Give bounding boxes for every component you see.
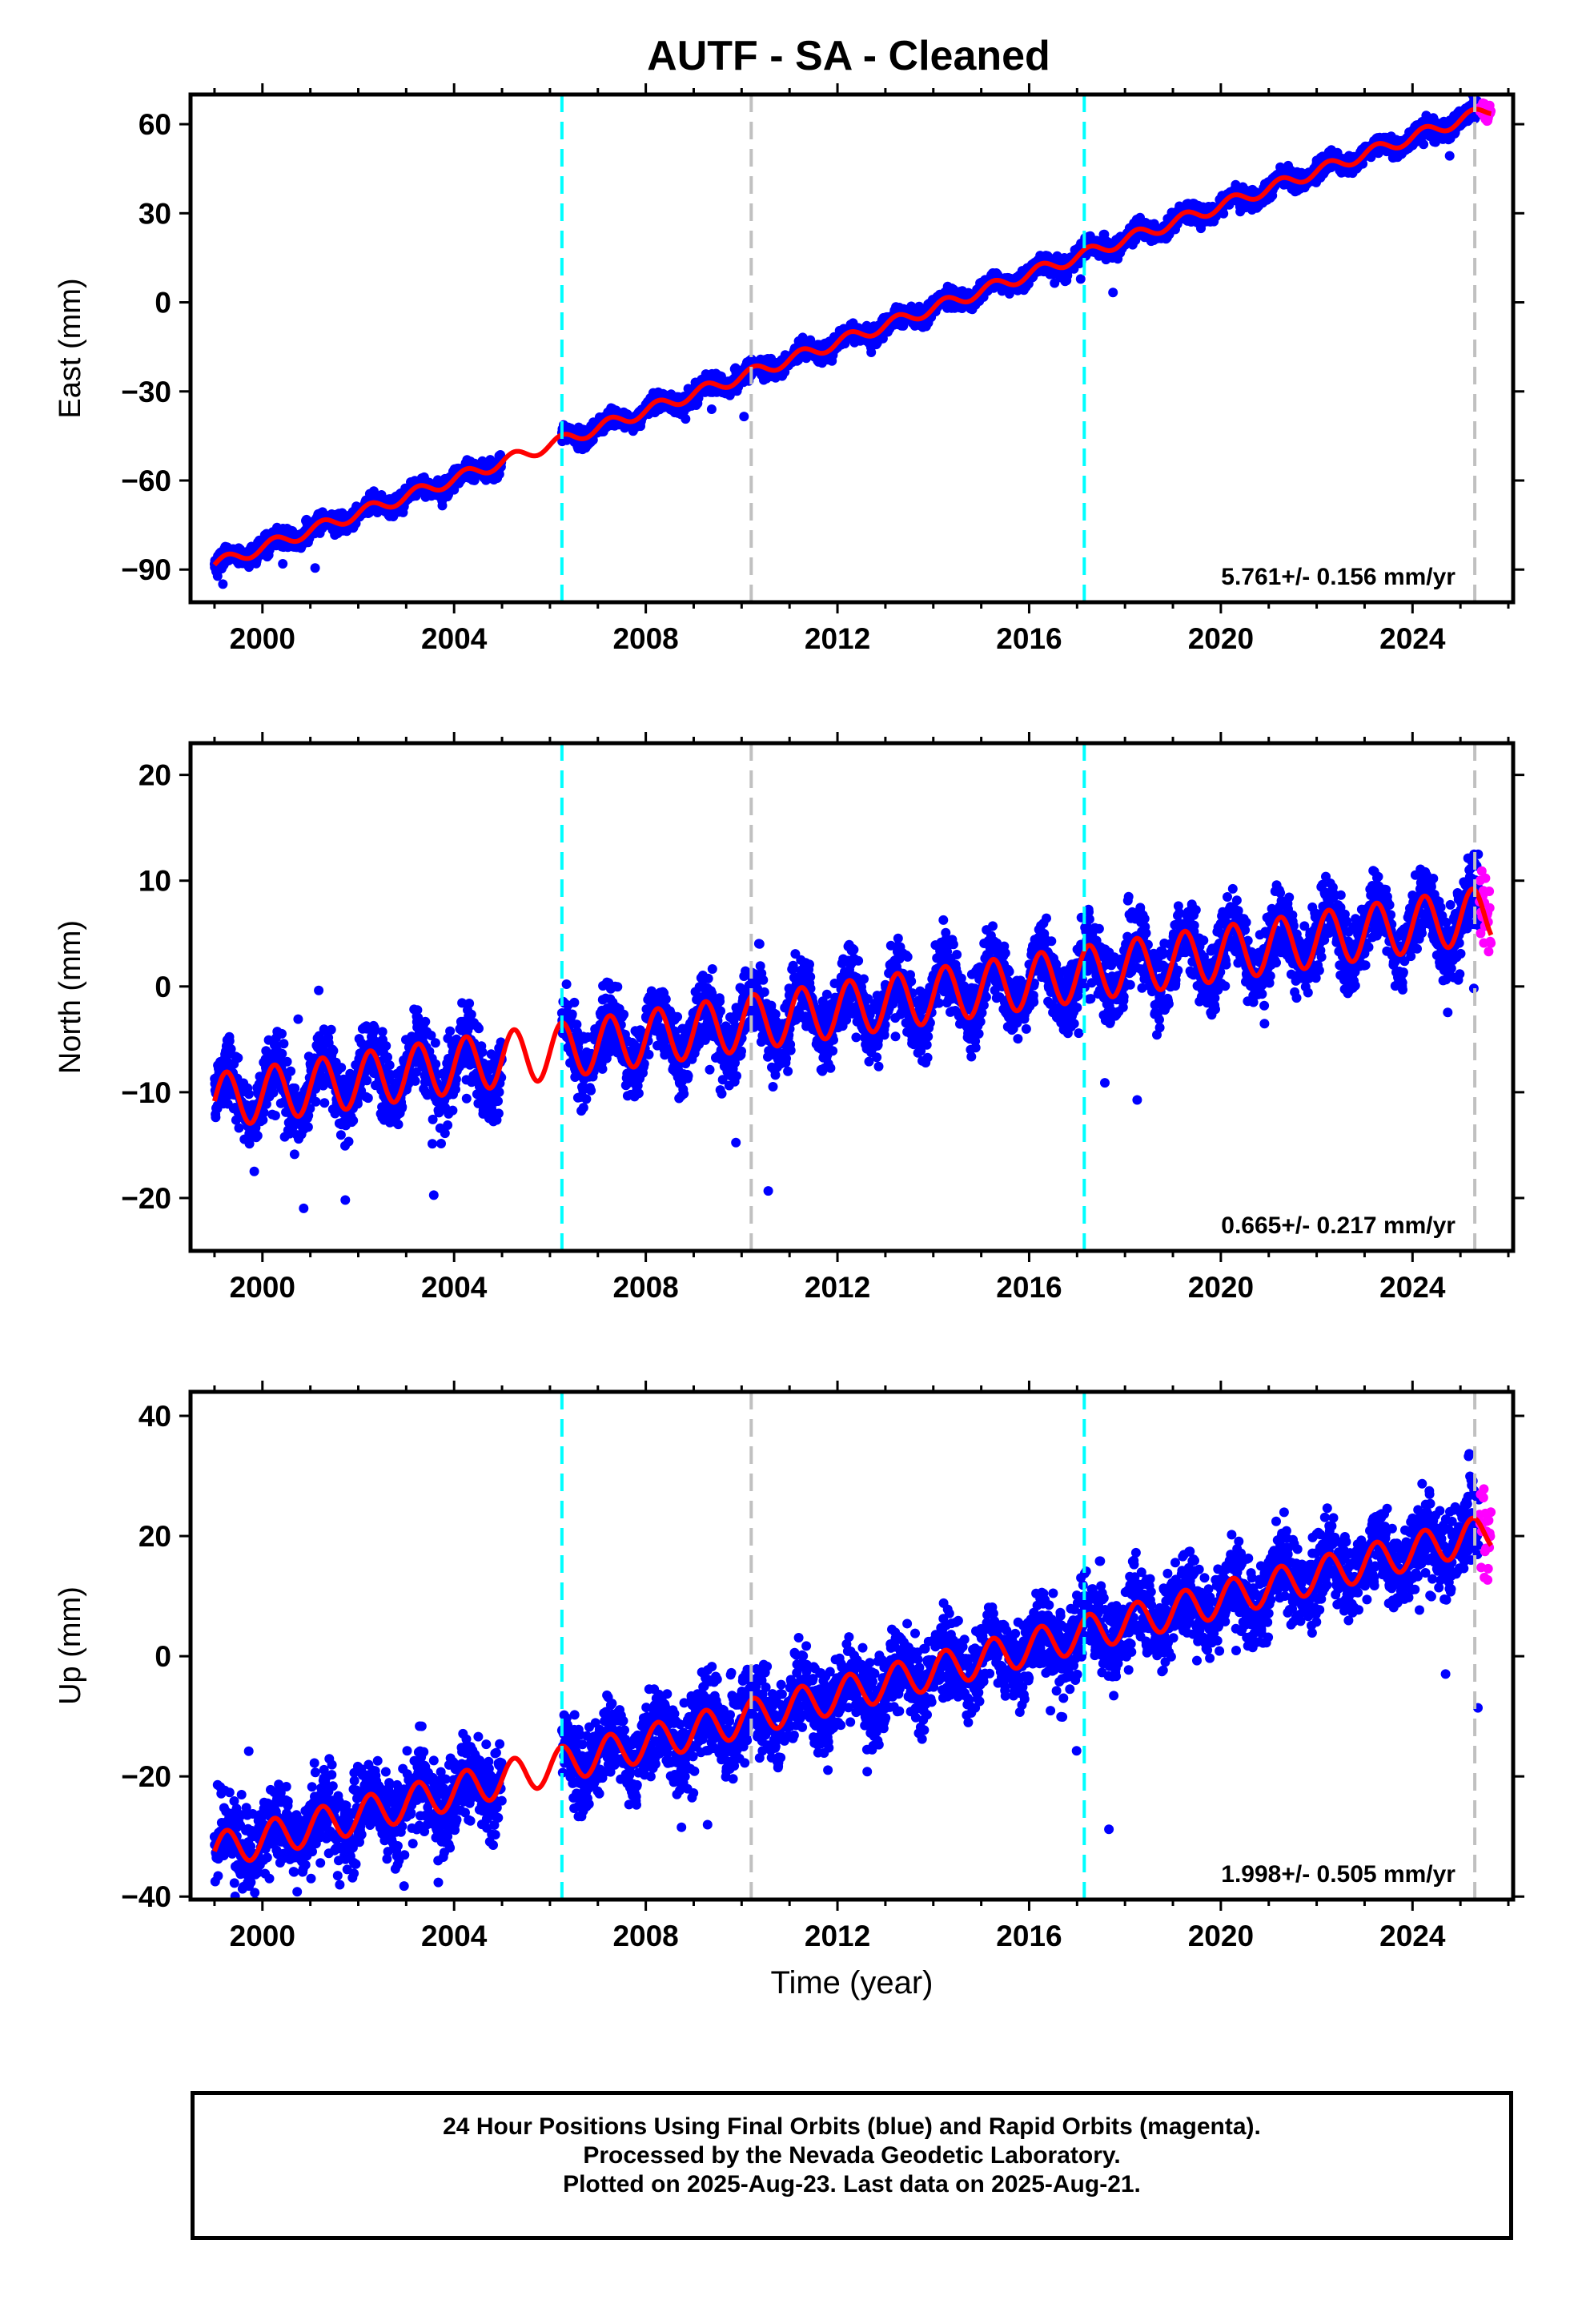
data-point bbox=[420, 1016, 431, 1027]
data-point bbox=[428, 1139, 437, 1149]
data-point bbox=[268, 1088, 279, 1098]
y-tick-label: −60 bbox=[121, 464, 171, 497]
data-point bbox=[343, 1136, 354, 1147]
data-point bbox=[226, 1044, 236, 1054]
x-tick-label: 2016 bbox=[996, 622, 1062, 655]
data-point bbox=[328, 1046, 339, 1056]
data-point bbox=[282, 1056, 292, 1067]
data-point bbox=[278, 559, 288, 569]
north-final-orbit-points bbox=[210, 849, 1484, 1213]
data-point bbox=[335, 1130, 346, 1140]
data-point bbox=[1219, 208, 1229, 219]
y-tick-label: 0 bbox=[155, 287, 171, 320]
data-point bbox=[319, 1098, 330, 1108]
data-point bbox=[244, 1139, 255, 1149]
data-point bbox=[410, 1076, 420, 1086]
data-point bbox=[311, 1096, 321, 1107]
data-point bbox=[681, 414, 691, 424]
data-point bbox=[384, 1060, 395, 1071]
data-point bbox=[393, 1120, 404, 1130]
data-point bbox=[437, 501, 448, 511]
east-y-axis-label: East (mm) bbox=[54, 278, 87, 418]
data-point bbox=[286, 1066, 296, 1076]
data-point bbox=[224, 1035, 235, 1046]
data-point bbox=[244, 1089, 254, 1100]
y-tick-label: −90 bbox=[121, 553, 171, 586]
data-point bbox=[494, 469, 504, 480]
data-point bbox=[310, 563, 320, 573]
data-point bbox=[259, 1108, 269, 1118]
data-point bbox=[739, 412, 749, 422]
data-point bbox=[249, 1166, 259, 1176]
y-tick-label: 60 bbox=[139, 108, 171, 141]
east-model-fit-line bbox=[212, 107, 1492, 567]
data-point bbox=[289, 1149, 299, 1160]
data-point bbox=[1050, 278, 1060, 288]
data-point bbox=[326, 1024, 336, 1035]
east-plot-frame bbox=[188, 92, 1516, 605]
x-tick-label: 2004 bbox=[421, 622, 488, 655]
data-point bbox=[261, 1099, 271, 1109]
data-point bbox=[218, 579, 228, 589]
x-tick-label: 2024 bbox=[1379, 622, 1446, 655]
data-point bbox=[290, 1083, 300, 1093]
data-point bbox=[233, 1053, 243, 1063]
x-tick-label: 2000 bbox=[230, 622, 295, 655]
data-point bbox=[277, 1048, 287, 1059]
data-point bbox=[866, 348, 877, 357]
data-point bbox=[336, 1063, 347, 1073]
data-point bbox=[279, 1039, 289, 1049]
y-tick-label: −30 bbox=[121, 376, 171, 408]
data-point bbox=[212, 571, 223, 581]
data-point bbox=[1075, 274, 1086, 284]
data-point bbox=[362, 1076, 372, 1086]
data-point bbox=[293, 1014, 303, 1024]
data-point bbox=[397, 1102, 408, 1112]
data-point bbox=[1444, 151, 1455, 161]
data-point bbox=[258, 1115, 268, 1125]
chart-title: AUTF - SA - Cleaned bbox=[647, 33, 1050, 79]
x-tick-label: 2012 bbox=[805, 622, 870, 655]
data-point bbox=[1419, 139, 1429, 150]
data-point bbox=[305, 1104, 315, 1114]
data-point bbox=[706, 404, 717, 414]
data-point bbox=[340, 1195, 351, 1205]
data-point bbox=[270, 1111, 280, 1120]
x-tick-label: 2008 bbox=[612, 622, 678, 655]
data-point bbox=[314, 985, 324, 995]
panel-east: −90 −60 −30 0 30 60 2000 2004 2008 2012 2016 2020 20… bbox=[54, 83, 1524, 655]
data-point bbox=[211, 1112, 221, 1123]
east-final-orbit-points bbox=[209, 94, 1484, 589]
east-rate-label: 5.761+/- 0.156 mm/yr bbox=[1221, 564, 1456, 590]
data-point bbox=[348, 1116, 359, 1126]
data-point bbox=[299, 1203, 309, 1213]
data-point bbox=[234, 1123, 244, 1133]
data-point bbox=[277, 1028, 287, 1039]
data-point bbox=[363, 1093, 373, 1104]
data-point bbox=[252, 1131, 263, 1141]
data-point bbox=[1108, 287, 1118, 298]
x-tick-label: 2020 bbox=[1188, 622, 1254, 655]
data-point bbox=[381, 1041, 391, 1051]
y-tick-label: 30 bbox=[139, 197, 171, 230]
data-point bbox=[303, 1122, 313, 1132]
